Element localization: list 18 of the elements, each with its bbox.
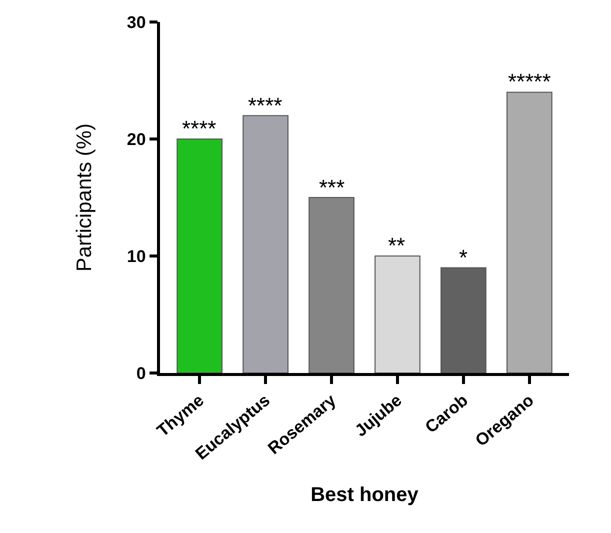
annotation: * — [459, 245, 468, 270]
annotation: **** — [248, 93, 283, 118]
annotation: *** — [319, 175, 346, 200]
annotation: **** — [182, 116, 217, 141]
annotation: ** — [388, 233, 406, 258]
bar — [176, 138, 223, 373]
x-axis-title: Best honey — [310, 484, 420, 506]
bar — [308, 197, 354, 373]
y-axis-title: Participants (%) — [73, 123, 96, 272]
bar — [374, 256, 420, 373]
bar — [440, 267, 486, 373]
y-tick-label: 0 — [136, 364, 146, 383]
bar — [242, 115, 288, 373]
y-tick-label: 10 — [126, 246, 146, 266]
y-tick-label: 20 — [126, 130, 146, 149]
bar — [506, 92, 552, 373]
y-tick-label: 30 — [126, 12, 146, 32]
annotation: ***** — [508, 69, 552, 94]
